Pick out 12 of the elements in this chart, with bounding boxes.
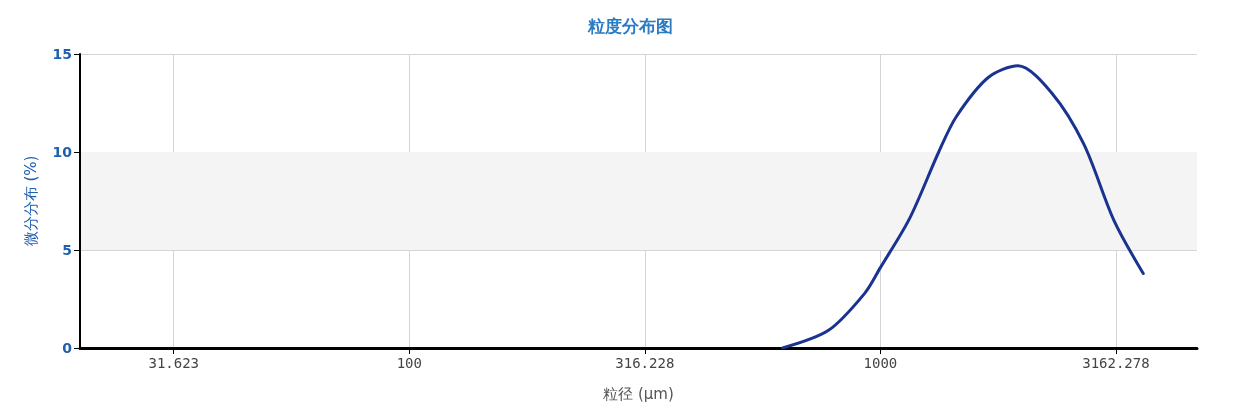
chart-title: 粒度分布图 bbox=[586, 15, 673, 36]
x-tick-label: 31.623 bbox=[148, 355, 200, 371]
y-tick-label: 0 bbox=[62, 340, 73, 356]
x-tick-label: 316.228 bbox=[615, 355, 675, 371]
y-tick-label: 15 bbox=[52, 46, 72, 62]
x-tick-label: 100 bbox=[396, 355, 422, 371]
x-tick-label: 1000 bbox=[863, 355, 898, 371]
x-axis-title: 粒径 (μm) bbox=[603, 384, 674, 403]
y-tick-label: 5 bbox=[62, 242, 72, 258]
y-axis-title: 微分分布 (%) bbox=[21, 155, 40, 247]
y-tick-label: 10 bbox=[52, 144, 73, 160]
x-tick-label: 3162.278 bbox=[1082, 355, 1150, 371]
